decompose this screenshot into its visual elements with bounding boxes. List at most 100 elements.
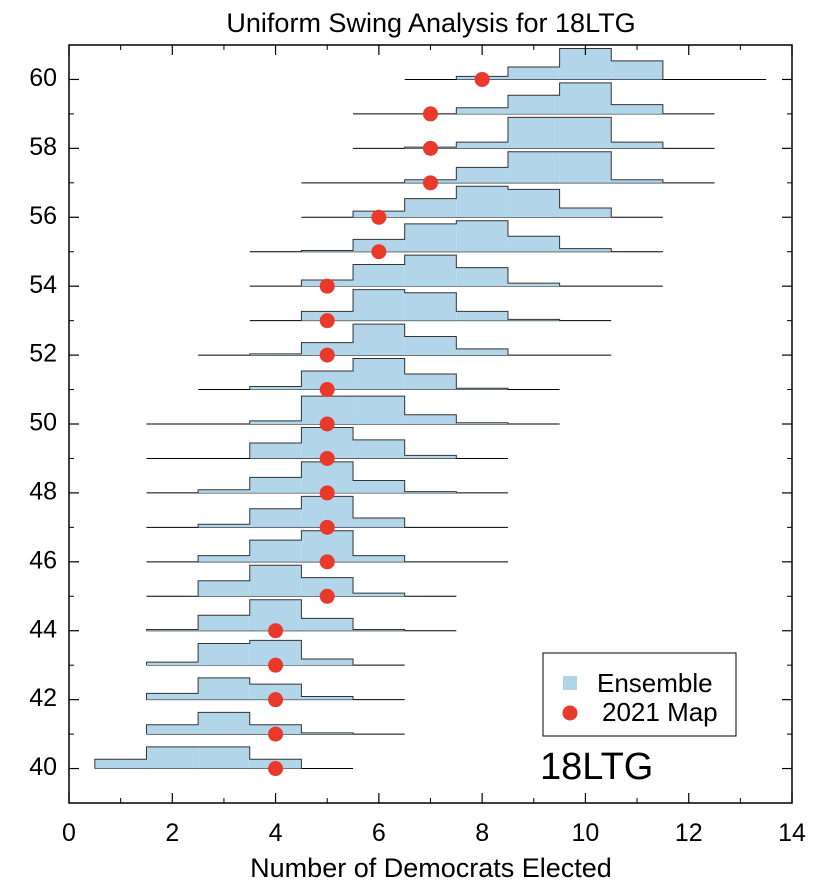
- histogram-bar: [507, 117, 560, 149]
- histogram-bar: [507, 95, 560, 114]
- histogram-bar: [353, 518, 405, 528]
- histogram-row-52: [198, 323, 612, 356]
- chart-annotation: 18LTG: [540, 746, 653, 788]
- x-tick-label: 12: [675, 819, 703, 847]
- histogram-row-51: [198, 358, 560, 391]
- histogram-bar: [249, 508, 302, 528]
- map-2021-point: [319, 416, 335, 432]
- y-tick-label: 48: [29, 478, 57, 506]
- histogram-bar: [301, 250, 354, 252]
- histogram-row-40: [94, 746, 354, 770]
- histogram-bar: [146, 662, 199, 666]
- plot-area: [94, 47, 767, 777]
- histogram-bar: [404, 255, 457, 287]
- x-tick-label: 10: [572, 819, 600, 847]
- histogram-bar: [404, 374, 457, 390]
- histogram-bar: [611, 60, 663, 80]
- x-tick-label: 14: [778, 819, 806, 847]
- histogram-bar: [146, 629, 199, 631]
- histogram-bar: [611, 179, 663, 183]
- y-tick-label: 54: [29, 271, 57, 299]
- histogram-bar: [404, 491, 457, 493]
- map-2021-point: [268, 692, 284, 708]
- histogram-bar: [353, 555, 405, 562]
- histogram-bar: [249, 442, 302, 459]
- histogram-row-56: [301, 185, 663, 218]
- histogram-bar: [146, 724, 199, 735]
- histogram-bar: [301, 577, 354, 597]
- histogram-bar: [198, 524, 250, 528]
- histogram-row-58: [353, 116, 715, 149]
- histogram-bar: [94, 759, 147, 769]
- legend-marker-map: [562, 705, 578, 721]
- histogram-row-59: [353, 82, 715, 115]
- map-2021-point: [268, 726, 284, 742]
- histogram-bar: [353, 439, 405, 459]
- histogram-bar: [507, 189, 560, 218]
- histogram-bar: [301, 618, 354, 631]
- histogram-bar: [249, 565, 302, 597]
- x-tick-label: 8: [475, 819, 489, 847]
- histogram-row-53: [249, 289, 612, 322]
- map-2021-point: [268, 761, 284, 777]
- histogram-outline: [455, 82, 664, 114]
- histogram-outline: [94, 746, 302, 769]
- map-2021-point: [319, 382, 335, 398]
- histogram-bar: [198, 746, 250, 769]
- histogram-bar: [559, 151, 612, 183]
- histogram-bar: [249, 540, 302, 562]
- histogram-row-50: [146, 395, 560, 425]
- histogram-bar: [198, 677, 250, 700]
- chart-title: Uniform Swing Analysis for 18LTG: [226, 8, 635, 38]
- map-2021-point: [319, 347, 335, 363]
- map-2021-point: [371, 209, 387, 225]
- histogram-outline: [352, 185, 612, 218]
- histogram-bar: [559, 82, 612, 114]
- histogram-bar: [249, 353, 302, 356]
- histogram-bar: [456, 107, 508, 114]
- y-tick-label: 56: [29, 202, 57, 230]
- histogram-bar: [611, 104, 663, 114]
- histogram-bar: [249, 684, 302, 700]
- histogram-bar: [456, 388, 508, 390]
- histogram-bar: [404, 455, 457, 459]
- histogram-outline: [300, 254, 561, 287]
- histogram-bar: [301, 658, 354, 666]
- histogram-row-54: [249, 254, 663, 287]
- map-2021-point: [319, 278, 335, 294]
- map-2021-point: [268, 623, 284, 639]
- map-2021-point: [319, 450, 335, 466]
- map-2021-point: [319, 554, 335, 570]
- y-tick-label: 46: [29, 546, 57, 574]
- histogram-outline: [197, 495, 406, 528]
- histogram-bar: [301, 370, 354, 390]
- histogram-bar: [353, 358, 405, 390]
- histogram-bar: [456, 167, 508, 183]
- histogram-bar: [198, 712, 250, 735]
- histogram-bar: [353, 289, 405, 321]
- histogram-bar: [559, 117, 612, 149]
- y-tick-label: 44: [29, 615, 57, 643]
- histogram-bar: [301, 732, 354, 735]
- histogram-bar: [353, 324, 405, 356]
- histogram-bar: [559, 248, 612, 252]
- histogram-bar: [404, 198, 457, 218]
- x-tick-label: 0: [62, 819, 76, 847]
- histogram-bar: [456, 220, 508, 252]
- histogram-bar: [507, 236, 560, 252]
- histogram-bar: [404, 223, 457, 252]
- x-tick-label: 6: [372, 819, 386, 847]
- histogram-outline: [300, 220, 612, 252]
- histogram-outline: [249, 323, 509, 356]
- histogram-bar: [507, 67, 560, 80]
- histogram-outline: [404, 151, 664, 183]
- histogram-bar: [249, 477, 302, 493]
- y-tick-label: 58: [29, 133, 57, 161]
- histogram-bar: [456, 422, 508, 424]
- y-tick-label: 40: [29, 753, 57, 781]
- histogram-outline: [249, 395, 509, 424]
- histogram-row-44: [145, 599, 457, 632]
- x-tick-label: 2: [165, 819, 179, 847]
